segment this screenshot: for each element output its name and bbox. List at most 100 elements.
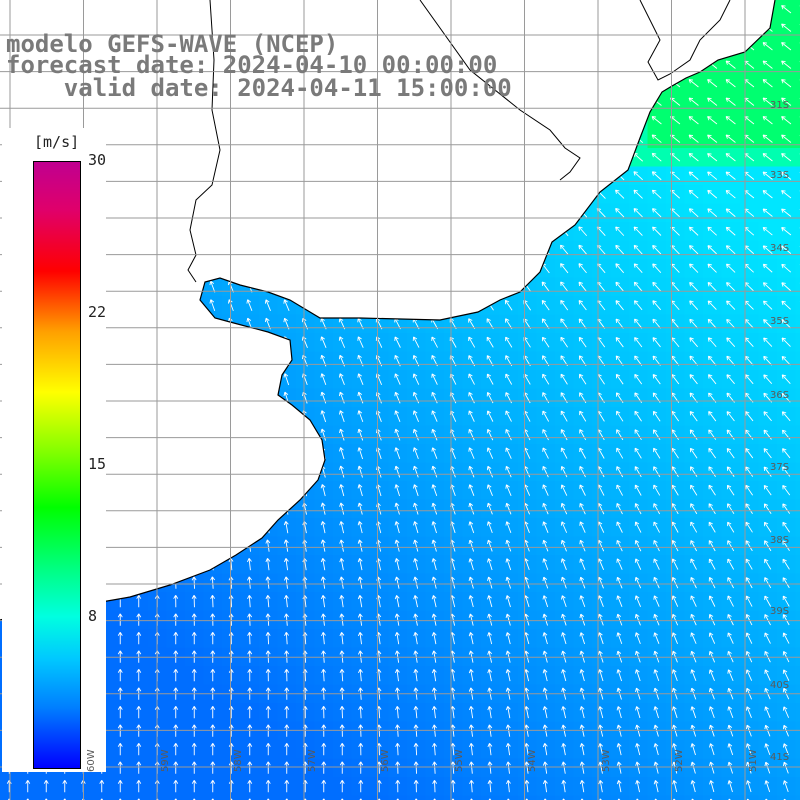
wind-arrow (358, 780, 364, 793)
wind-arrow (689, 263, 699, 273)
wind-arrow (285, 798, 289, 800)
wind-arrow (413, 595, 419, 608)
wind-arrow (486, 318, 494, 330)
wind-arrow (579, 373, 587, 385)
lon-label: 57W (306, 749, 318, 772)
wind-arrow (561, 613, 567, 626)
wind-arrow (117, 706, 123, 719)
field-cell (222, 795, 241, 800)
wind-arrow (414, 798, 418, 800)
wind-arrow (339, 502, 345, 515)
wind-arrow (431, 632, 437, 645)
wind-arrow (653, 669, 660, 682)
wind-arrow (303, 798, 307, 800)
wind-arrow (688, 153, 699, 162)
wind-arrow (653, 743, 659, 756)
wind-arrow (634, 558, 642, 570)
field-cell (795, 610, 800, 630)
wind-arrow (725, 263, 736, 273)
wind-arrow (173, 613, 179, 626)
wind-arrow (525, 798, 529, 800)
wind-arrow (136, 706, 142, 719)
wind-arrow (247, 595, 252, 608)
wind-arrow (688, 208, 699, 218)
wind-arrow (653, 521, 660, 533)
wind-arrow (339, 669, 345, 682)
wind-arrow (339, 780, 345, 793)
wind-arrow (782, 448, 791, 459)
wind-arrow (615, 244, 625, 255)
wind-arrow (781, 374, 791, 384)
wind-arrow (210, 743, 216, 756)
wind-arrow (358, 706, 364, 719)
wind-arrow (431, 484, 438, 497)
wind-arrow (725, 79, 736, 88)
wind-arrow (709, 780, 715, 793)
wind-arrow (505, 539, 512, 552)
wind-arrow (707, 97, 718, 106)
wind-arrow (653, 632, 660, 644)
wind-arrow (560, 318, 569, 329)
lat-label: 37S (770, 462, 790, 473)
wind-arrow (505, 595, 511, 608)
field-cell (684, 795, 704, 800)
wind-arrow (321, 780, 327, 793)
wind-arrow (470, 798, 473, 800)
wind-arrow (634, 539, 642, 552)
wind-arrow (192, 798, 196, 800)
wind-arrow (265, 669, 271, 682)
wind-arrow (542, 761, 548, 774)
wind-arrow (635, 780, 641, 793)
field-cell (703, 795, 722, 800)
wind-arrow (615, 337, 624, 348)
wind-arrow (210, 576, 216, 589)
wind-arrow (524, 761, 530, 774)
wind-arrow (412, 373, 420, 385)
wind-arrow (359, 798, 363, 800)
wind-arrow (413, 484, 419, 497)
wind-arrow (726, 466, 735, 477)
wind-arrow (173, 595, 179, 608)
wind-arrow (560, 299, 569, 311)
wind-arrow (690, 521, 698, 533)
wind-arrow (707, 208, 718, 218)
wind-arrow (136, 669, 142, 682)
wind-arrow (688, 189, 699, 199)
wind-arrow (578, 318, 587, 329)
wind-arrow (505, 743, 511, 756)
wind-arrow (542, 632, 548, 645)
wind-arrow (320, 373, 327, 386)
wind-arrow (617, 798, 621, 800)
wind-arrow (690, 669, 697, 682)
wind-arrow (505, 761, 511, 774)
wind-arrow (782, 558, 790, 570)
wind-arrow (339, 484, 345, 497)
wind-arrow (598, 669, 604, 682)
wind-arrow (560, 447, 568, 459)
wind-arrow (524, 743, 530, 756)
wind-arrow (688, 171, 699, 180)
wind-arrow (652, 226, 662, 236)
wind-arrow (578, 226, 588, 237)
wind-arrow (541, 318, 550, 329)
wind-arrow (688, 116, 699, 125)
wind-arrow (708, 484, 716, 496)
wind-arrow (431, 613, 437, 626)
field-cell (795, 758, 800, 778)
field-cell (795, 148, 800, 167)
field-cell (277, 795, 297, 800)
wind-arrow (505, 410, 512, 422)
wind-arrow (764, 761, 771, 774)
wind-arrow (320, 336, 327, 348)
wind-arrow (725, 134, 736, 143)
wind-arrow (560, 336, 568, 348)
field-cell (481, 795, 500, 800)
wind-arrow (762, 42, 773, 51)
field-cell (629, 795, 648, 800)
wind-arrow (339, 558, 345, 571)
wind-arrow (764, 595, 772, 607)
wind-arrow (708, 447, 717, 459)
wind-arrow (745, 706, 752, 718)
wind-arrow (707, 245, 717, 255)
wind-arrow (283, 539, 289, 552)
